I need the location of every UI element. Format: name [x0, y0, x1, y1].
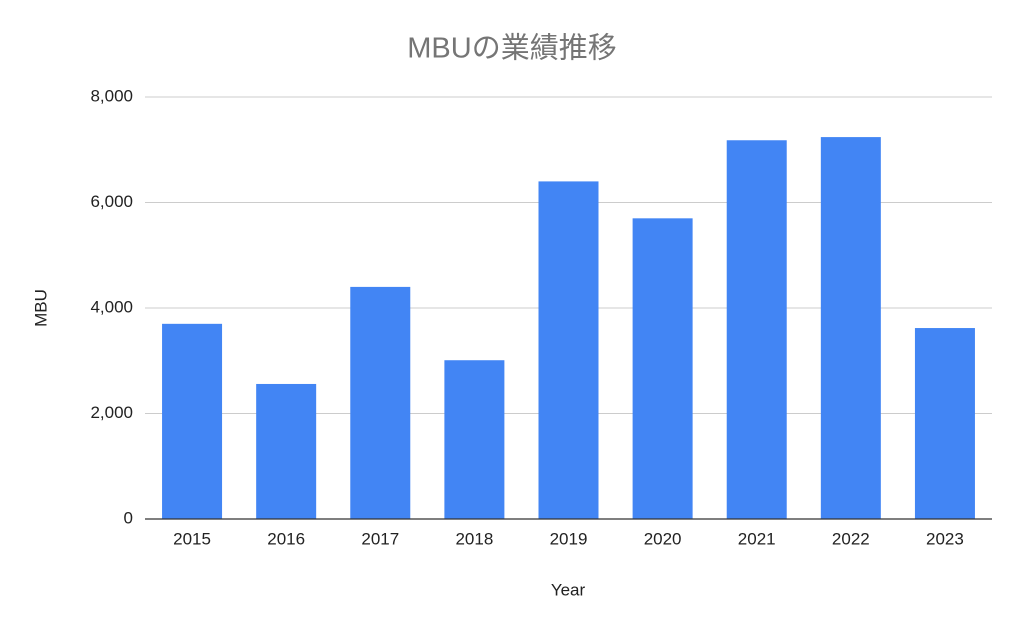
x-tick-label: 2015	[173, 529, 211, 548]
x-tick-label: 2018	[455, 529, 493, 548]
y-tick-label: 6,000	[90, 192, 133, 211]
x-tick-label: 2017	[361, 529, 399, 548]
x-tick-label: 2023	[926, 529, 964, 548]
y-axis-label: MBU	[31, 289, 50, 327]
x-tick-label: 2022	[832, 529, 870, 548]
bar	[820, 137, 881, 519]
x-axis-label: Year	[551, 580, 586, 599]
bar	[538, 181, 599, 519]
bar	[914, 328, 975, 519]
chart-title: MBUの業績推移	[407, 32, 616, 65]
y-tick-label: 2,000	[90, 403, 133, 422]
bar	[350, 286, 411, 519]
x-tick-label: 2021	[738, 529, 776, 548]
y-tick-label: 0	[124, 508, 133, 527]
bar	[632, 218, 693, 519]
y-tick-label: 8,000	[90, 86, 133, 105]
bar	[726, 140, 787, 519]
x-tick-label: 2020	[644, 529, 682, 548]
bar	[256, 383, 317, 519]
bar	[162, 323, 223, 519]
y-tick-label: 4,000	[90, 297, 133, 316]
bar	[444, 360, 505, 519]
x-tick-label: 2019	[550, 529, 588, 548]
x-tick-label: 2016	[267, 529, 305, 548]
